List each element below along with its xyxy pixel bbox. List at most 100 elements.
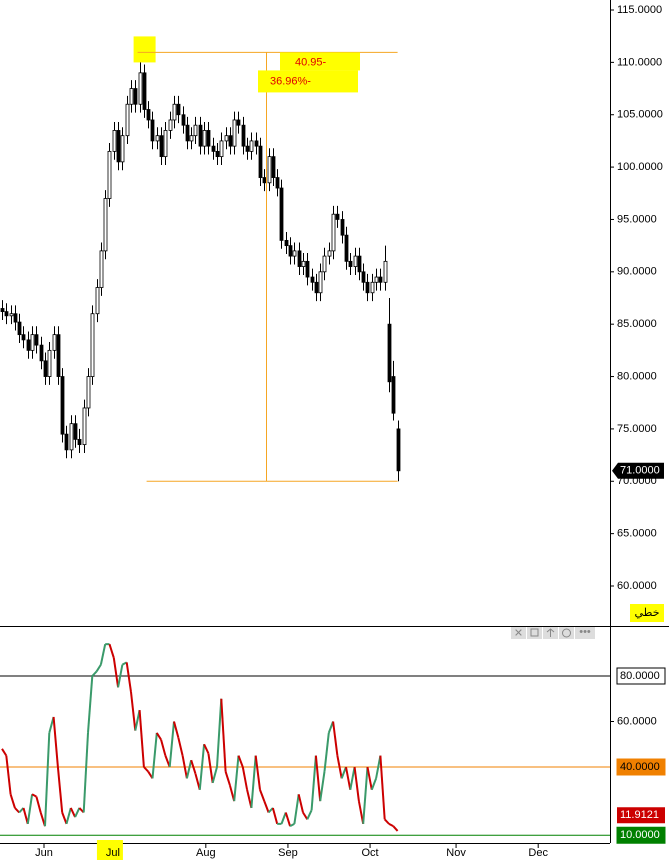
candle-body <box>120 135 125 163</box>
candle-body <box>99 250 104 288</box>
indicator-segment <box>370 778 378 791</box>
candle-body <box>301 260 306 267</box>
candle-body <box>146 109 151 121</box>
indicator-segment <box>302 811 309 820</box>
style-button[interactable]: خطي <box>635 607 660 619</box>
candle-body <box>52 334 57 351</box>
candle-body <box>331 213 336 252</box>
candle-body <box>107 150 112 199</box>
indicator-segment <box>26 794 34 825</box>
indicator-segment <box>91 670 98 677</box>
candle-body <box>142 72 147 110</box>
x-tick-label: Jul <box>106 847 120 859</box>
indicator-segment <box>332 721 339 756</box>
candle-body <box>73 423 78 440</box>
candle-body <box>17 321 22 336</box>
candle-body <box>138 72 143 105</box>
candle-body <box>236 119 241 126</box>
candle-body <box>335 213 340 220</box>
y-tick-label: 60.0000 <box>617 715 657 727</box>
indicator-segment <box>31 793 37 798</box>
indicator-segment <box>284 812 292 827</box>
y-tick-label: 105.0000 <box>617 109 663 121</box>
level-tag <box>616 758 666 776</box>
candle-body <box>103 198 108 252</box>
indicator-segment <box>56 766 64 813</box>
indicator-segment <box>289 822 295 828</box>
candle-body <box>327 250 332 257</box>
candle-body <box>133 88 138 105</box>
indicator-segment <box>35 796 42 813</box>
indicator-segment <box>5 755 12 795</box>
indicator-segment <box>362 766 369 824</box>
close-button[interactable] <box>511 627 526 639</box>
candle-body <box>365 281 370 294</box>
x-tick-label: Nov <box>446 847 466 859</box>
indicator-segment <box>99 643 107 665</box>
candle-body <box>275 177 280 189</box>
indicator-segment <box>130 691 137 731</box>
candle-body <box>254 140 259 147</box>
candle-body <box>378 276 383 283</box>
indicator-segment <box>190 759 197 775</box>
indicator-segment <box>207 753 214 784</box>
x-tick-label: Jun <box>35 847 53 859</box>
indicator-segment <box>43 732 51 827</box>
indicator-segment <box>314 755 322 802</box>
candle-body <box>69 423 74 451</box>
candle-body <box>34 334 39 346</box>
indicator-segment <box>383 818 390 825</box>
candle-body <box>202 130 207 147</box>
indicator-segment <box>280 812 287 825</box>
candle-body <box>340 219 345 236</box>
indicator-segment <box>254 755 261 790</box>
style-button-bg[interactable] <box>630 604 664 622</box>
indicator-segment <box>357 800 365 825</box>
candle-body <box>215 150 220 158</box>
settings-button[interactable] <box>559 627 574 639</box>
candle-body <box>249 140 254 152</box>
candle-body <box>262 177 267 184</box>
candle-body <box>387 323 392 383</box>
indicator-segment <box>125 662 132 693</box>
candle-body <box>82 407 87 446</box>
candle-body <box>344 234 349 262</box>
candle-body <box>30 334 35 351</box>
y-tick-label: 110.0000 <box>617 56 662 68</box>
indicator-segment <box>233 755 240 802</box>
candle-body <box>0 308 5 313</box>
candle-body <box>168 119 173 131</box>
indicator-segment <box>366 766 373 790</box>
candle-body <box>112 130 117 152</box>
candle-body <box>353 255 358 267</box>
y-tick-label: 100.0000 <box>617 161 663 173</box>
indicator-segment <box>160 739 167 756</box>
indicator-segment <box>224 771 231 786</box>
candle-body <box>224 135 229 142</box>
candle-body <box>374 276 379 283</box>
indicator-segment <box>211 766 218 784</box>
candle-body <box>159 135 164 158</box>
candle-body <box>150 119 155 142</box>
candle-body <box>357 255 362 273</box>
candle-body <box>90 313 95 377</box>
indicator-segment <box>271 807 279 825</box>
candle-body <box>47 349 52 377</box>
candle-body <box>292 250 297 257</box>
y-tick-label: 95.0000 <box>617 213 657 225</box>
settings-icon <box>562 628 571 638</box>
measure-label-bg <box>258 70 358 93</box>
indicator-segment <box>241 766 249 790</box>
x-tick-label: Dec <box>528 847 548 859</box>
highlight <box>96 840 123 860</box>
candle-body <box>185 124 190 142</box>
x-tick-label: Aug <box>196 847 216 859</box>
indicator-segment <box>181 755 188 779</box>
candle-body <box>267 156 272 184</box>
candle-body <box>361 271 366 283</box>
indicator-segment <box>65 807 72 825</box>
indicator-segment <box>349 766 356 790</box>
more-button[interactable] <box>575 627 595 639</box>
